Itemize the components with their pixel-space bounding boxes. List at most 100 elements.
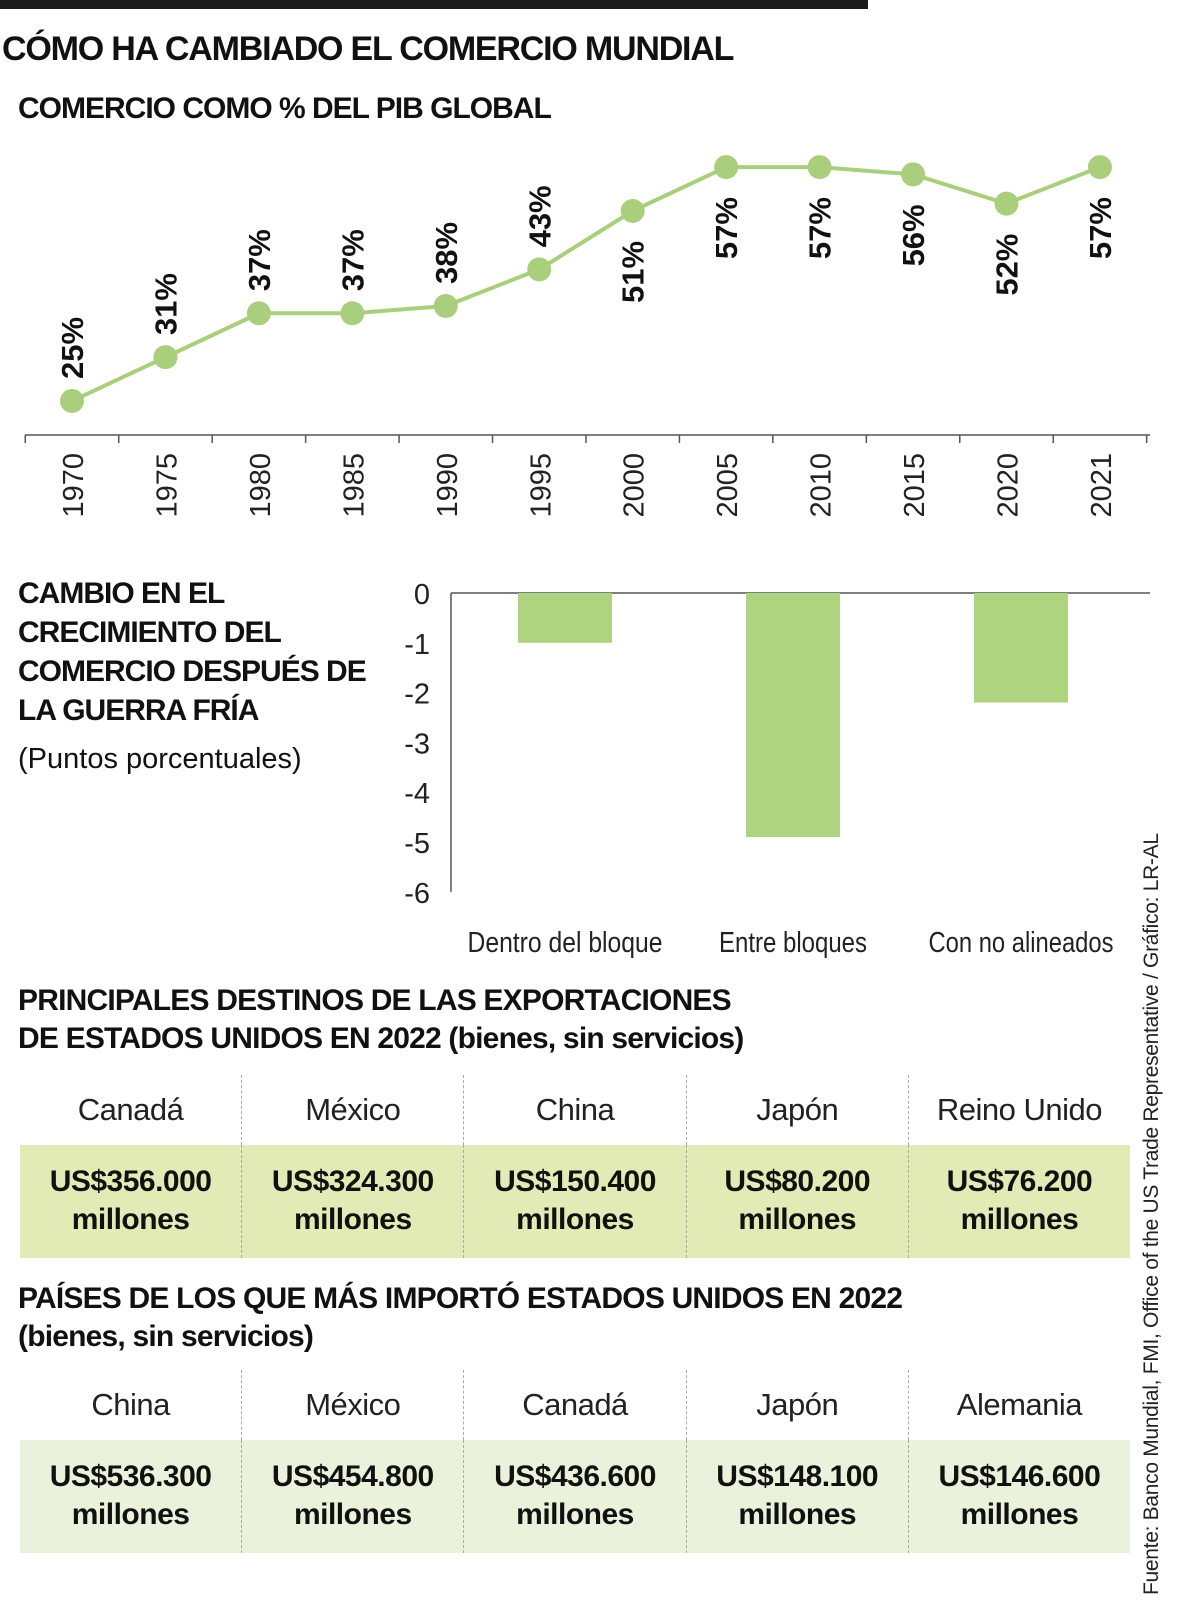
bar-chart-title: CAMBIO EN EL CRECIMIENTO DEL COMERCIO DE… [18, 577, 367, 727]
x-tick-label: 2021 [1086, 453, 1118, 518]
unit: millones [960, 1203, 1079, 1236]
x-tick-label: 2005 [712, 453, 744, 518]
data-label: 43% [522, 185, 557, 247]
y-tick-label: -6 [404, 878, 430, 910]
imports-title-line: PAÍSES DE LOS QUE MÁS IMPORTÓ ESTADOS UN… [18, 1282, 903, 1315]
unit: millones [71, 1203, 190, 1236]
line-chart: 25% 1970 31% 1975 37% 1980 37% 1985 38% 1990 43% 19… [24, 155, 1150, 518]
x-tick-label: 1990 [432, 453, 464, 518]
amount: US$80.200 [724, 1165, 871, 1198]
y-tick-label: -1 [404, 629, 430, 661]
data-label: 31% [148, 273, 183, 335]
country-label: Reino Unido [907, 1075, 1130, 1145]
amount: US$536.300 [49, 1460, 212, 1493]
data-point [527, 257, 552, 282]
value-cell: US$454.800 millones [241, 1440, 463, 1553]
unit: millones [293, 1498, 412, 1531]
data-point [807, 155, 832, 180]
y-tick-label: 0 [414, 579, 430, 611]
x-tick-label: 1985 [338, 453, 370, 518]
x-tick-label: 1980 [245, 453, 277, 518]
data-label: 38% [429, 222, 464, 284]
x-category-label: Entre bloques [719, 927, 867, 959]
data-point [994, 191, 1019, 216]
x-tick-label: 1975 [151, 453, 183, 518]
value-cell: US$536.300 millones [20, 1440, 241, 1553]
unit: millones [738, 1203, 857, 1236]
bar [746, 593, 840, 838]
y-tick-label: -3 [404, 728, 430, 760]
top-rule [0, 0, 868, 9]
value-cell: US$150.400 millones [463, 1145, 685, 1258]
x-tick-label: 2010 [806, 453, 838, 518]
data-label: 57% [1083, 197, 1118, 259]
value-cell: US$356.000 millones [20, 1145, 241, 1258]
exports-table: Canadá México China Japón Reino Unido US$356.… [20, 1075, 1130, 1258]
data-point [433, 293, 458, 318]
data-label: 37% [335, 229, 370, 291]
table-value-row: US$356.000 millones US$324.300 millones US$1… [20, 1145, 1130, 1258]
unit: millones [738, 1498, 857, 1531]
data-point [714, 155, 739, 180]
country-label: Japón [685, 1075, 908, 1145]
value-cell: US$76.200 millones [907, 1145, 1130, 1258]
country-label: Canadá [77, 1092, 184, 1127]
value-cell: US$324.300 millones [241, 1145, 463, 1258]
amount: US$148.100 [716, 1460, 879, 1493]
x-tick-label: 2015 [899, 453, 931, 518]
country-label: México [241, 1075, 463, 1145]
x-category-label: Dentro del bloque [468, 927, 663, 959]
exports-title-line: PRINCIPALES DESTINOS DE LAS EXPORTACIONE… [18, 984, 732, 1017]
source-note: Fuente: Banco Mundial, FMI, Office of th… [1140, 833, 1163, 1595]
unit: millones [71, 1498, 190, 1531]
bar [518, 593, 612, 643]
amount: US$150.400 [494, 1165, 656, 1198]
imports-table: China México Canadá Japón Alemania US$536.300… [20, 1370, 1130, 1553]
country-label: China [91, 1387, 170, 1422]
value-cell: US$80.200 millones [685, 1145, 908, 1258]
amount: US$454.800 [271, 1460, 434, 1493]
amount: US$436.600 [494, 1460, 656, 1493]
country-label: México [241, 1370, 463, 1440]
amount: US$146.600 [938, 1460, 1101, 1493]
table-header-row: China México Canadá Japón Alemania [20, 1370, 1130, 1440]
x-tick-label: 2000 [619, 453, 651, 518]
data-point [1087, 155, 1112, 180]
value-cell: US$436.600 millones [463, 1440, 685, 1553]
line-chart-title: COMERCIO COMO % DEL PIB GLOBAL [18, 92, 552, 125]
data-label: 56% [896, 204, 931, 266]
country-label: Japón [685, 1370, 908, 1440]
series-line [71, 165, 1101, 403]
bar-chart: 0 -1 -2 -3 -4 -5 -6 Dentro del bloque Entre bloq… [404, 579, 1150, 959]
unit: millones [960, 1498, 1079, 1531]
country-label: Canadá [463, 1370, 685, 1440]
value-cell: US$146.600 millones [907, 1440, 1130, 1553]
data-point [153, 345, 178, 370]
y-tick-label: -4 [404, 778, 430, 810]
x-tick-label: 1995 [525, 453, 557, 518]
bar [974, 593, 1068, 703]
data-label: 52% [990, 234, 1025, 296]
country-label: Alemania [907, 1370, 1130, 1440]
value-cell: US$148.100 millones [685, 1440, 908, 1553]
amount: US$76.200 [946, 1165, 1093, 1198]
data-point [60, 389, 84, 413]
data-label: 51% [616, 241, 651, 303]
unit: millones [516, 1498, 634, 1531]
imports-title-line: (bienes, sin servicios) [18, 1320, 314, 1353]
main-title: CÓMO HA CAMBIADO EL COMERCIO MUNDIAL [2, 30, 734, 68]
x-category-label: Con no alineados [929, 927, 1114, 959]
exports-title-line: DE ESTADOS UNIDOS EN 2022 (bienes, sin s… [18, 1022, 744, 1055]
data-label: 37% [242, 229, 277, 291]
x-tick-label: 1970 [58, 453, 90, 518]
table-value-row: US$536.300 millones US$454.800 millones US$4… [20, 1440, 1130, 1553]
data-point [620, 198, 645, 223]
unit: millones [293, 1203, 412, 1236]
data-point [901, 162, 926, 187]
data-label: 25% [55, 317, 90, 379]
imports-title: PAÍSES DE LOS QUE MÁS IMPORTÓ ESTADOS UN… [18, 1280, 903, 1356]
y-tick-label: -5 [404, 828, 430, 860]
exports-title: PRINCIPALES DESTINOS DE LAS EXPORTACIONE… [18, 982, 744, 1058]
country-label: China [463, 1075, 685, 1145]
unit: millones [516, 1203, 634, 1236]
